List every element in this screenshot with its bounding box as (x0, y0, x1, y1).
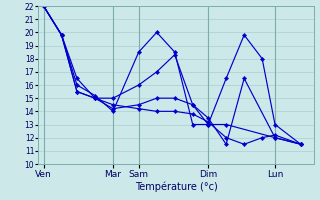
X-axis label: Température (°c): Température (°c) (135, 181, 217, 192)
